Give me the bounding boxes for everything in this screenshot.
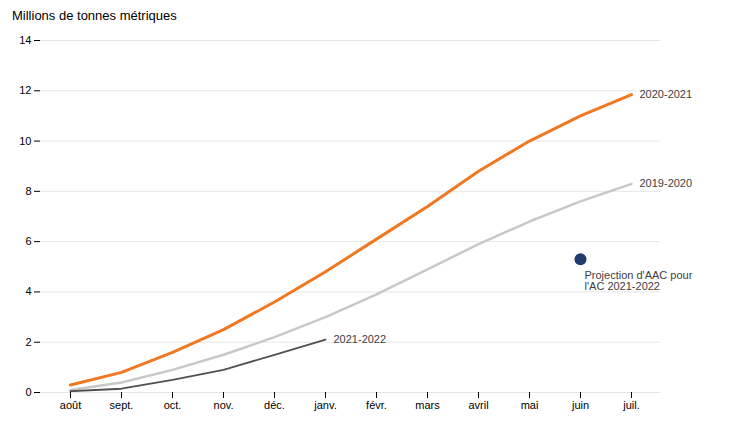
svg-text:2020-2021: 2020-2021 [640, 88, 693, 100]
svg-text:déc.: déc. [264, 399, 285, 411]
svg-text:août: août [60, 399, 81, 411]
svg-text:2019-2020: 2019-2020 [640, 177, 693, 189]
svg-text:janv.: janv. [313, 399, 336, 411]
svg-text:mars: mars [415, 399, 440, 411]
svg-text:0: 0 [25, 386, 31, 398]
svg-text:oct.: oct. [164, 399, 182, 411]
svg-text:12: 12 [19, 84, 31, 96]
svg-text:févr.: févr. [366, 399, 387, 411]
svg-text:juin: juin [571, 399, 589, 411]
svg-text:avril: avril [468, 399, 488, 411]
svg-text:sept.: sept. [110, 399, 134, 411]
svg-text:mai: mai [521, 399, 539, 411]
svg-text:6: 6 [25, 235, 31, 247]
svg-text:14: 14 [19, 34, 31, 46]
svg-text:10: 10 [19, 135, 31, 147]
svg-text:4: 4 [25, 285, 31, 297]
html-text:Millions de tonnes métriques: Millions de tonnes métriques [12, 8, 177, 23]
svg-text:2021-2022: 2021-2022 [334, 333, 387, 345]
svg-text:nov.: nov. [214, 399, 234, 411]
svg-text:8: 8 [25, 185, 31, 197]
svg-text:2: 2 [25, 336, 31, 348]
svg-text:juil.: juil. [622, 399, 640, 411]
svg-text:Projection d'AAC pourl'AC 2021: Projection d'AAC pourl'AC 2021-2022 [585, 269, 693, 292]
